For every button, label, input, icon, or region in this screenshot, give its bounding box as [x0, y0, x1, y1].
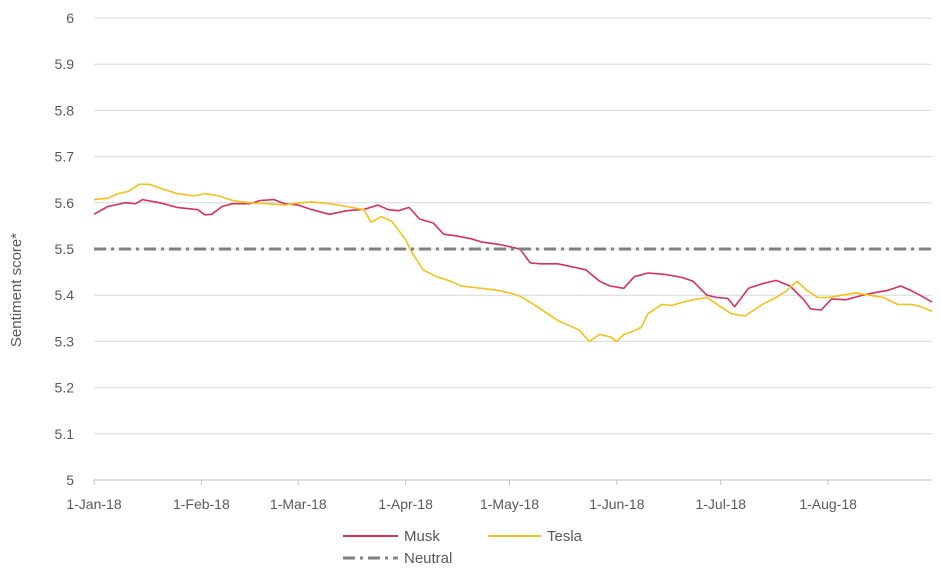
y-tick-label: 5.5	[55, 241, 75, 257]
series-line-tesla	[93, 183, 933, 343]
x-tick-label: 1-Jun-18	[589, 496, 644, 512]
x-tick-label: 1-Mar-18	[270, 496, 327, 512]
y-tick-label: 5.3	[55, 333, 75, 349]
y-tick-label: 5.8	[55, 102, 75, 118]
y-tick-label: 5.2	[55, 380, 75, 396]
gridlines	[94, 17, 932, 435]
y-tick-label: 6	[66, 10, 74, 26]
x-tick-label: 1-Apr-18	[378, 496, 433, 512]
legend-label-neutral: Neutral	[404, 550, 452, 567]
x-axis: 1-Jan-18 1-Feb-18 1-Mar-18 1-Apr-18 1-May-18…	[66, 479, 932, 512]
x-tick-label: 1-Aug-18	[799, 496, 857, 512]
series-line-musk	[93, 198, 933, 311]
x-tick-label: 1-Jul-18	[695, 496, 746, 512]
legend: Musk Tesla Neutral	[343, 528, 583, 567]
legend-label-tesla: Tesla	[547, 528, 583, 545]
y-axis-ticks: 5 5.1 5.2 5.3 5.4 5.5 5.6 5.7 5.8 5.9 6	[55, 10, 75, 488]
y-tick-label: 5.4	[55, 287, 75, 303]
y-tick-label: 5	[66, 472, 74, 488]
y-tick-label: 5.9	[55, 56, 75, 72]
y-tick-label: 5.1	[55, 426, 75, 442]
legend-label-musk: Musk	[404, 528, 440, 545]
x-tick-label: 1-Feb-18	[173, 496, 230, 512]
x-tick-label: 1-Jan-18	[66, 496, 121, 512]
y-tick-label: 5.7	[55, 149, 75, 165]
series-lines	[93, 183, 933, 343]
x-tick-label: 1-May-18	[480, 496, 539, 512]
y-tick-label: 5.6	[55, 195, 75, 211]
y-axis-title: Sentiment score*	[8, 233, 25, 347]
